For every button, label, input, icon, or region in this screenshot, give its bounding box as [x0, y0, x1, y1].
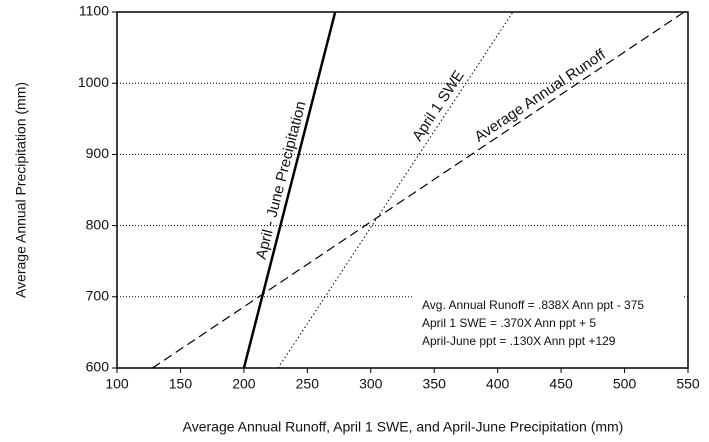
series-line: [242, 11, 337, 369]
line-label: Average Annual Runoff: [471, 46, 609, 146]
y-tick-label: 600: [86, 359, 110, 375]
x-tick-label: 100: [105, 376, 129, 392]
x-tick-label: 400: [486, 376, 510, 392]
line-label: April 1 SWE: [409, 67, 468, 144]
series-line: [152, 11, 685, 369]
equation: Avg. Annual Runoff = .838X Ann ppt - 375: [422, 298, 644, 312]
y-tick-label: 800: [86, 216, 110, 232]
equation: April 1 SWE = .370X Ann ppt + 5: [422, 316, 596, 330]
y-axis-label: Average Annual Precipitation (mm): [13, 82, 29, 298]
y-tick-label: 700: [86, 288, 110, 304]
equation: April-June ppt = .130X Ann ppt +129: [422, 334, 616, 348]
x-tick-label: 350: [423, 376, 447, 392]
x-axis-label: Average Annual Runoff, April 1 SWE, and …: [183, 419, 624, 435]
x-tick-label: 150: [169, 376, 193, 392]
equation-box: [412, 292, 682, 362]
x-tick-label: 500: [613, 376, 637, 392]
line-label: April - June Precipitation: [253, 99, 310, 261]
y-tick-label: 1100: [79, 3, 109, 19]
x-tick-label: 200: [232, 376, 256, 392]
series-line: [277, 11, 514, 369]
x-tick-label: 250: [296, 376, 320, 392]
y-tick-label: 900: [86, 145, 110, 161]
plot-frame: [116, 11, 689, 369]
x-tick-label: 300: [359, 376, 383, 392]
x-tick-label: 550: [676, 376, 700, 392]
y-tick-label: 1000: [78, 74, 109, 90]
x-tick-label: 450: [549, 376, 573, 392]
